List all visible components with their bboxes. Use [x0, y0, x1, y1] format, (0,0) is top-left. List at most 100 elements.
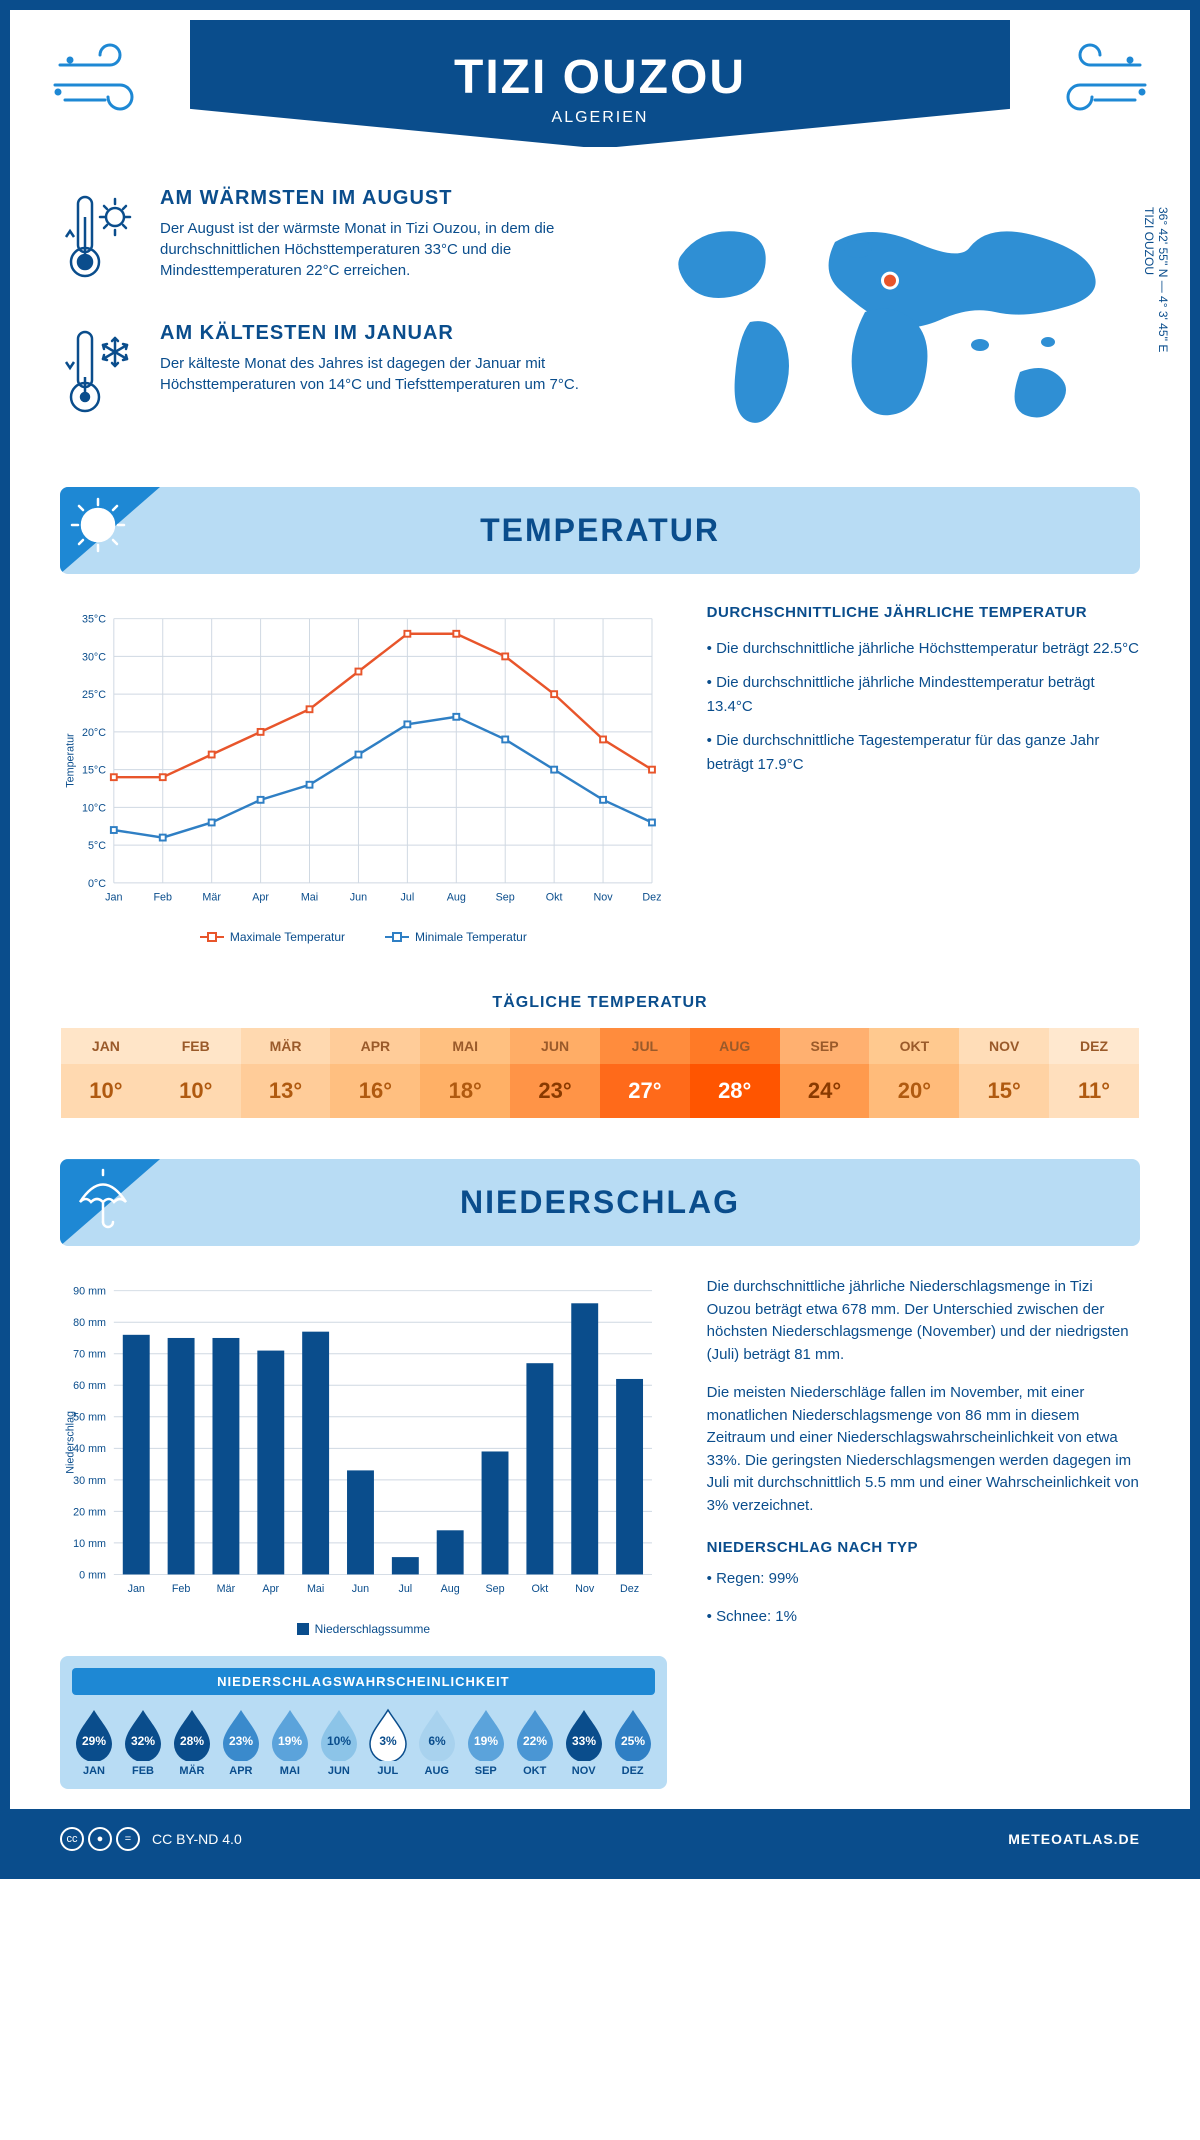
daily-cell: JUN 23°	[510, 1028, 600, 1118]
chart-legend: Maximale Temperatur Minimale Temperatur	[60, 930, 667, 944]
probability-row: 29% JAN 32% FEB 28% MÄR	[72, 1707, 655, 1777]
probability-drop: 33% NOV	[562, 1707, 606, 1777]
bar-chart-svg: 0 mm 10 mm 20 mm 30 mm 40 mm 50 mm 60 mm 70 mm 8…	[60, 1276, 667, 1609]
precip-type-item: • Schnee: 1%	[707, 1606, 1140, 1629]
svg-text:10°C: 10°C	[82, 802, 106, 814]
svg-text:90 mm: 90 mm	[73, 1286, 106, 1298]
svg-text:19%: 19%	[474, 1734, 498, 1748]
nd-icon: =	[116, 1827, 140, 1851]
svg-text:33%: 33%	[572, 1734, 596, 1748]
legend-bar: Niederschlagssumme	[297, 1622, 430, 1636]
info-bullet: • Die durchschnittliche jährliche Höchst…	[707, 637, 1140, 661]
daily-cell: NOV 15°	[959, 1028, 1049, 1118]
svg-text:Mai: Mai	[301, 891, 318, 903]
precipitation-body: 0 mm 10 mm 20 mm 30 mm 40 mm 50 mm 60 mm 70 mm 8…	[10, 1246, 1190, 1809]
world-map	[620, 187, 1140, 447]
facts-column: AM WÄRMSTEN IM AUGUST Der August ist der…	[60, 187, 580, 457]
svg-text:5°C: 5°C	[88, 840, 106, 852]
chart-legend: Niederschlagssumme	[60, 1622, 667, 1636]
svg-text:Jul: Jul	[400, 891, 414, 903]
footer-left: cc ● = CC BY-ND 4.0	[60, 1827, 242, 1851]
country-label: ALGERIEN	[190, 109, 1010, 127]
daily-cell: JUL 27°	[600, 1028, 690, 1118]
svg-text:20 mm: 20 mm	[73, 1506, 106, 1518]
svg-text:40 mm: 40 mm	[73, 1443, 106, 1455]
info-bullet: • Die durchschnittliche jährliche Mindes…	[707, 671, 1140, 719]
svg-text:Jan: Jan	[105, 891, 122, 903]
svg-text:Jun: Jun	[350, 891, 367, 903]
info-bullet: • Die durchschnittliche Tagestemperatur …	[707, 729, 1140, 777]
svg-text:Apr: Apr	[262, 1583, 279, 1595]
daily-cell: FEB 10°	[151, 1028, 241, 1118]
legend-max: Maximale Temperatur	[200, 930, 345, 944]
cc-icon: cc	[60, 1827, 84, 1851]
probability-drop: 23% APR	[219, 1707, 263, 1777]
probability-drop: 22% OKT	[513, 1707, 557, 1777]
probability-drop: 32% FEB	[121, 1707, 165, 1777]
coordinates-label: 36° 42' 55'' N — 4° 3' 45'' E TIZI OUZOU	[1142, 207, 1170, 352]
fact-title: AM WÄRMSTEN IM AUGUST	[160, 187, 580, 210]
svg-text:25%: 25%	[621, 1734, 645, 1748]
svg-text:50 mm: 50 mm	[73, 1412, 106, 1424]
section-title: NIEDERSCHLAG	[60, 1184, 1140, 1221]
svg-text:Aug: Aug	[447, 891, 466, 903]
svg-text:Feb: Feb	[172, 1583, 191, 1595]
precip-type-title: NIEDERSCHLAG NACH TYP	[707, 1537, 1140, 1560]
fact-text: AM WÄRMSTEN IM AUGUST Der August ist der…	[160, 187, 580, 292]
precip-paragraph: Die meisten Niederschläge fallen im Nove…	[707, 1382, 1140, 1517]
precipitation-header: NIEDERSCHLAG	[60, 1159, 1140, 1246]
coldest-fact: AM KÄLTESTEN IM JANUAR Der kälteste Mona…	[60, 322, 580, 427]
svg-text:0 mm: 0 mm	[79, 1569, 106, 1581]
precipitation-left: 0 mm 10 mm 20 mm 30 mm 40 mm 50 mm 60 mm 70 mm 8…	[60, 1276, 667, 1789]
svg-text:Dez: Dez	[620, 1583, 639, 1595]
svg-text:15°C: 15°C	[82, 765, 106, 777]
svg-text:10 mm: 10 mm	[73, 1538, 106, 1550]
daily-cell: MÄR 13°	[241, 1028, 331, 1118]
probability-drop: 29% JAN	[72, 1707, 116, 1777]
svg-text:Mär: Mär	[217, 1583, 236, 1595]
svg-text:Niederschlag: Niederschlag	[65, 1411, 77, 1474]
fact-body: Der August ist der wärmste Monat in Tizi…	[160, 218, 580, 281]
svg-text:Jun: Jun	[352, 1583, 369, 1595]
thermometer-snow-icon	[60, 322, 140, 427]
daily-cell: DEZ 11°	[1049, 1028, 1139, 1118]
svg-text:Aug: Aug	[441, 1583, 460, 1595]
daily-cell: APR 16°	[330, 1028, 420, 1118]
svg-text:3%: 3%	[379, 1734, 397, 1748]
header-banner: TIZI OUZOU ALGERIEN	[190, 20, 1010, 147]
wind-icon	[50, 40, 160, 125]
daily-cell: JAN 10°	[61, 1028, 151, 1118]
daily-temp-table: JAN 10° FEB 10° MÄR 13° APR 16° MAI 18° …	[60, 1027, 1140, 1119]
svg-text:70 mm: 70 mm	[73, 1349, 106, 1361]
svg-text:80 mm: 80 mm	[73, 1317, 106, 1329]
svg-text:Temperatur: Temperatur	[65, 733, 77, 788]
umbrella-icon	[68, 1167, 138, 1242]
svg-text:Mär: Mär	[202, 891, 221, 903]
svg-text:22%: 22%	[523, 1734, 547, 1748]
intro-section: AM WÄRMSTEN IM AUGUST Der August ist der…	[10, 147, 1190, 487]
fact-text: AM KÄLTESTEN IM JANUAR Der kälteste Mona…	[160, 322, 580, 427]
svg-text:60 mm: 60 mm	[73, 1380, 106, 1392]
svg-text:35°C: 35°C	[82, 614, 106, 626]
svg-text:32%: 32%	[131, 1734, 155, 1748]
city-title: TIZI OUZOU	[190, 50, 1010, 105]
sun-icon	[68, 495, 138, 570]
daily-cell: OKT 20°	[869, 1028, 959, 1118]
footer: cc ● = CC BY-ND 4.0 METEOATLAS.DE	[10, 1809, 1190, 1869]
probability-drop: 19% SEP	[464, 1707, 508, 1777]
temperature-header: TEMPERATUR	[60, 487, 1140, 574]
svg-text:30 mm: 30 mm	[73, 1475, 106, 1487]
daily-cell: MAI 18°	[420, 1028, 510, 1118]
by-icon: ●	[88, 1827, 112, 1851]
svg-text:Mai: Mai	[307, 1583, 324, 1595]
info-title: DURCHSCHNITTLICHE JÄHRLICHE TEMPERATUR	[707, 604, 1140, 621]
legend-min: Minimale Temperatur	[385, 930, 527, 944]
svg-text:Okt: Okt	[532, 1583, 549, 1595]
site-label: METEOATLAS.DE	[1008, 1831, 1140, 1847]
svg-text:23%: 23%	[229, 1734, 253, 1748]
svg-text:Feb: Feb	[153, 891, 172, 903]
precip-paragraph: Die durchschnittliche jährliche Niedersc…	[707, 1276, 1140, 1366]
daily-temp-title: TÄGLICHE TEMPERATUR	[10, 994, 1190, 1012]
probability-title: NIEDERSCHLAGSWAHRSCHEINLICHKEIT	[72, 1668, 655, 1695]
probability-drop: 28% MÄR	[170, 1707, 214, 1777]
